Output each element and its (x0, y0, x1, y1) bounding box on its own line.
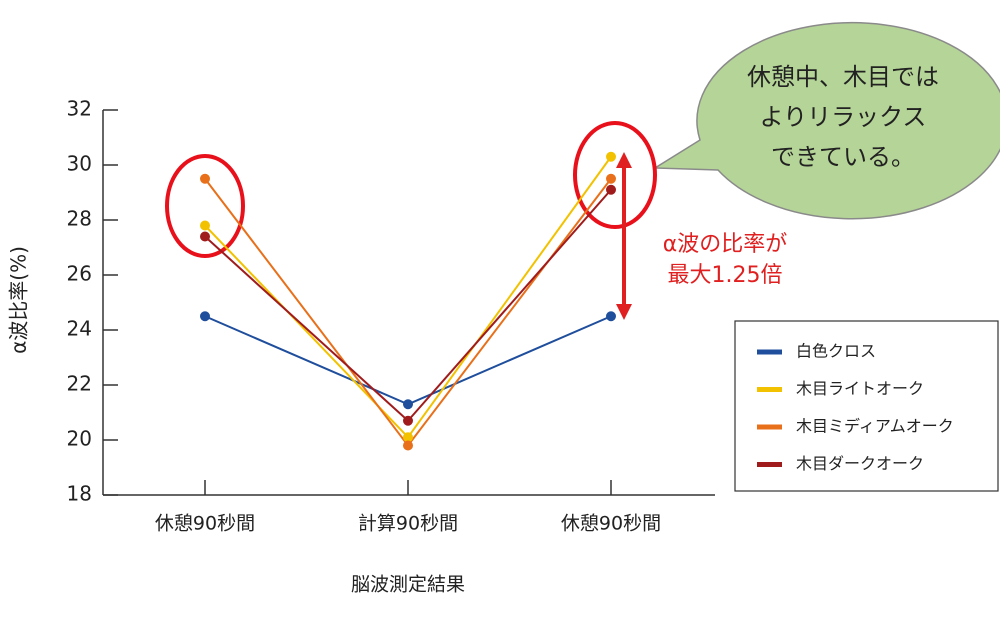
y-tick-label: 18 (67, 482, 92, 506)
callout-text: 休憩中、木目では (747, 63, 939, 91)
data-point (200, 173, 210, 184)
data-point (200, 311, 210, 322)
data-point (606, 311, 616, 322)
y-tick-label: 28 (67, 207, 92, 231)
highlight (165, 154, 245, 258)
y-axis-label: α波比率(%) (7, 246, 31, 354)
y-tick-label: 22 (67, 372, 92, 396)
x-axis-label: 脳波測定結果 (351, 574, 465, 596)
series-line (204, 189, 612, 423)
data-point (606, 184, 616, 195)
y-tick-label: 30 (67, 152, 92, 176)
callout-bubble (652, 22, 1000, 220)
data-point (403, 440, 413, 451)
legend-label: 白色クロス (796, 342, 876, 361)
y-tick-label: 26 (67, 262, 92, 286)
data-point (403, 432, 413, 443)
legend-label: 木目ミディアムオーク (796, 417, 954, 436)
x-tick-label: 休憩90秒間 (155, 513, 255, 535)
legend-label: 木目ライトオーク (796, 379, 924, 398)
ratio-text: α波の比率が (663, 232, 788, 257)
ratio-text: 最大1.25倍 (668, 263, 783, 288)
callout-text: できている。 (771, 143, 915, 171)
data-point (200, 220, 210, 231)
x-tick-label: 計算90秒間 (358, 513, 458, 535)
data-point (606, 173, 616, 184)
y-tick-label: 20 (67, 427, 92, 451)
series-line (204, 156, 612, 439)
legend-label: 木目ダークオーク (796, 454, 924, 473)
data-point (200, 231, 210, 242)
y-tick-label: 24 (67, 317, 92, 341)
data-point (403, 399, 413, 410)
data-point (403, 415, 413, 426)
x-tick-label: 休憩90秒間 (561, 513, 661, 535)
data-point (606, 151, 616, 162)
y-tick-label: 32 (67, 97, 92, 121)
series-line (204, 315, 612, 406)
highlight (573, 121, 657, 229)
callout-text: よりリラックス (760, 103, 927, 131)
